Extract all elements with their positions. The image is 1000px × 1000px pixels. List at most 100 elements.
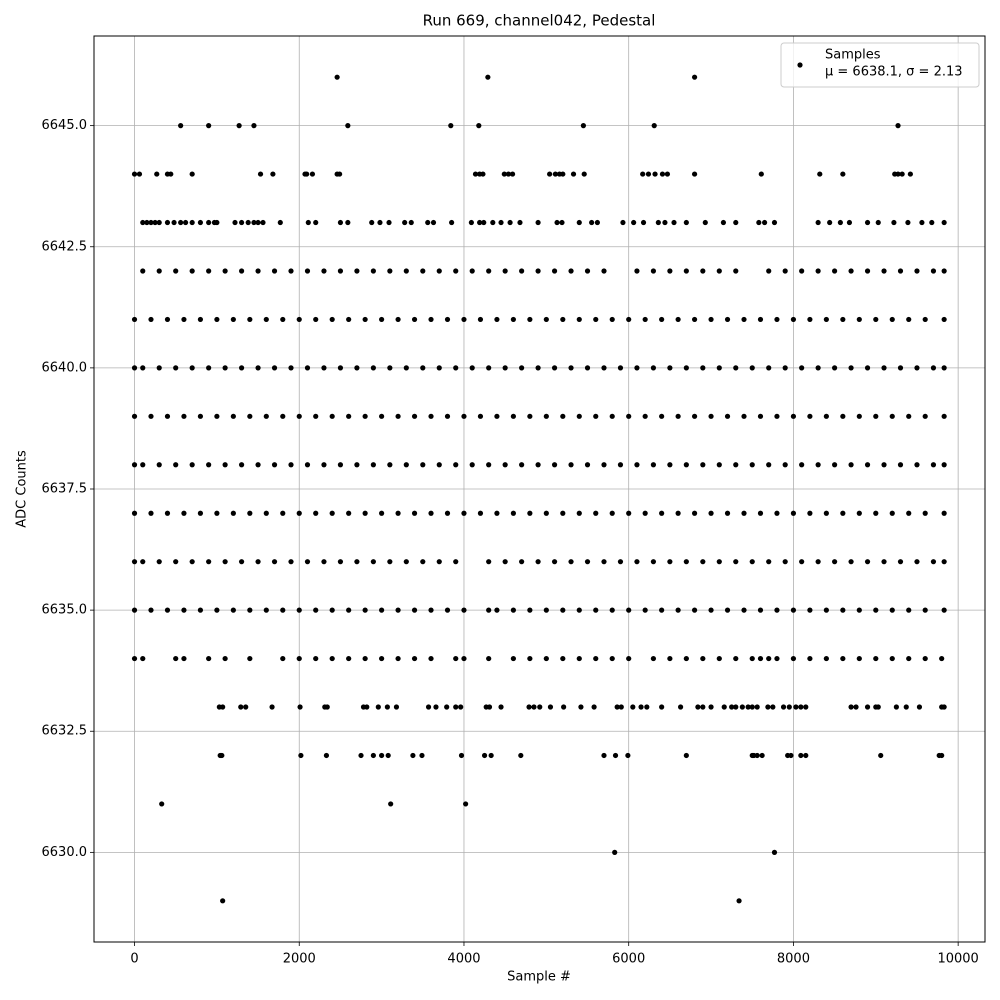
data-point — [889, 607, 895, 613]
legend-box — [780, 42, 980, 88]
data-point — [247, 655, 253, 662]
data-point — [411, 510, 418, 516]
data-point — [922, 607, 928, 613]
data-point — [683, 655, 689, 662]
data-point — [428, 316, 434, 323]
data-point — [313, 607, 319, 613]
data-point — [238, 365, 245, 371]
data-point — [304, 268, 311, 274]
data-point — [369, 219, 375, 226]
data-point — [626, 510, 632, 516]
data-point — [486, 462, 492, 468]
data-point — [864, 268, 871, 274]
data-point — [181, 655, 187, 662]
data-point — [270, 171, 276, 177]
data-point — [386, 219, 392, 226]
data-point — [630, 704, 636, 710]
data-point — [164, 413, 171, 419]
data-point — [667, 462, 673, 468]
data-point — [298, 752, 304, 759]
data-point — [453, 704, 459, 710]
data-point — [708, 704, 714, 710]
data-point — [700, 462, 706, 468]
data-point — [168, 171, 174, 177]
data-point — [313, 413, 319, 419]
data-point — [535, 365, 541, 371]
data-point — [782, 462, 788, 468]
data-point — [420, 268, 426, 274]
data-point — [388, 801, 394, 807]
data-point — [362, 655, 368, 662]
data-point — [271, 462, 278, 468]
data-point — [164, 607, 171, 613]
data-point — [609, 316, 615, 323]
data-point — [197, 413, 204, 419]
data-point — [815, 219, 821, 226]
data-point — [395, 655, 401, 662]
data-point — [815, 462, 821, 468]
data-point — [815, 559, 821, 565]
data-point — [922, 316, 928, 323]
y-tick-label: 6632.5 — [42, 724, 88, 739]
data-point — [156, 365, 162, 371]
data-point — [364, 704, 370, 710]
data-point — [733, 365, 739, 371]
data-point — [238, 704, 244, 710]
data-point — [757, 413, 764, 419]
data-point — [461, 510, 467, 516]
data-point — [560, 510, 566, 516]
data-point — [263, 316, 269, 323]
data-point — [771, 849, 778, 855]
data-point — [527, 413, 533, 419]
data-point — [296, 510, 302, 516]
data-point — [173, 462, 179, 468]
data-point — [708, 510, 714, 516]
data-point — [543, 607, 549, 613]
data-point — [385, 752, 391, 759]
data-point — [477, 316, 484, 323]
data-point — [535, 268, 541, 274]
data-point — [527, 316, 533, 323]
data-point — [650, 365, 657, 371]
data-point — [140, 559, 146, 565]
data-point — [906, 655, 912, 662]
data-point — [941, 704, 947, 710]
data-point — [247, 607, 253, 613]
data-point — [131, 316, 138, 323]
data-point — [552, 171, 558, 177]
data-point — [222, 462, 228, 468]
data-point — [774, 655, 780, 662]
data-point — [626, 316, 632, 323]
data-point — [642, 510, 648, 516]
data-point — [140, 268, 146, 274]
data-point — [337, 462, 344, 468]
data-point — [510, 316, 516, 323]
data-point — [535, 559, 541, 565]
data-point — [650, 268, 657, 274]
data-point — [197, 607, 204, 613]
data-point — [384, 704, 390, 710]
data-point — [222, 559, 228, 565]
data-point — [173, 268, 179, 274]
data-point — [708, 413, 714, 419]
data-point — [594, 219, 601, 226]
data-point — [873, 510, 879, 516]
data-point — [469, 268, 475, 274]
data-point — [461, 655, 467, 662]
data-point — [741, 413, 747, 419]
data-point — [798, 704, 804, 710]
data-point — [560, 171, 566, 177]
data-point — [799, 268, 805, 274]
data-point — [683, 559, 689, 565]
data-point — [864, 559, 871, 565]
data-point — [922, 510, 928, 516]
data-point — [370, 752, 376, 759]
data-point — [230, 510, 236, 516]
data-point — [206, 123, 212, 129]
data-point — [856, 316, 862, 323]
data-point — [799, 365, 805, 371]
data-point — [238, 462, 245, 468]
data-point — [823, 607, 829, 613]
data-point — [337, 268, 344, 274]
data-point — [634, 268, 640, 274]
